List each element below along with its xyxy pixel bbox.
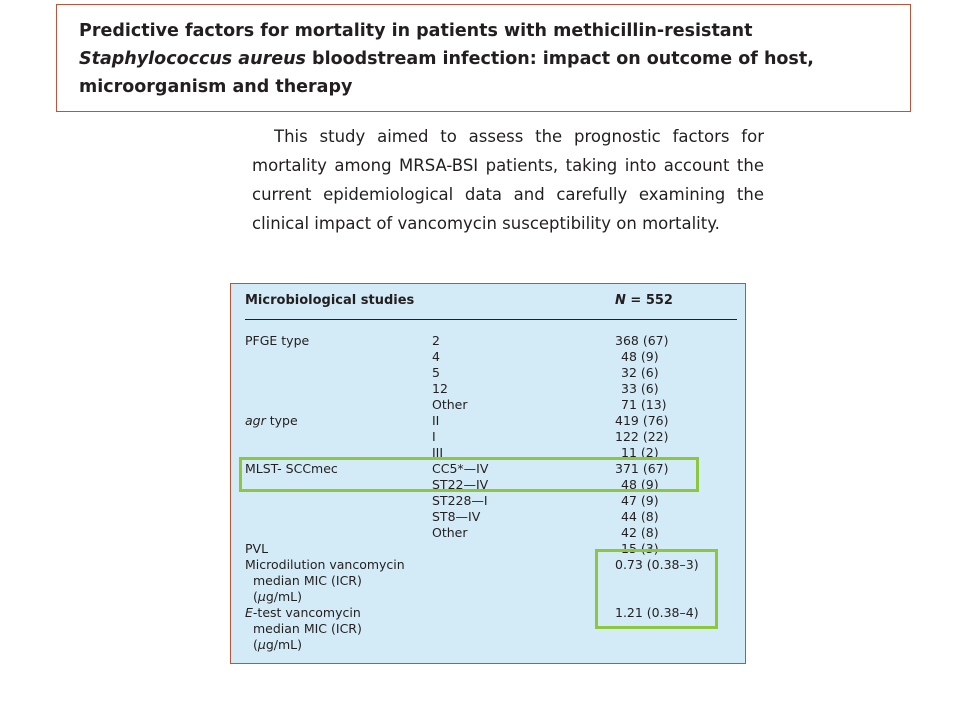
agr-cat: I <box>432 429 436 444</box>
etest-label-rest: -test vancomycin <box>252 605 361 620</box>
header-rule <box>245 319 737 320</box>
microdilution-unit: (μg/mL) <box>253 589 303 604</box>
title-line-2: Staphylococcus aureus bloodstream infect… <box>79 45 910 73</box>
pvl-label: PVL <box>245 541 269 556</box>
etest-unit-rest: g/mL) <box>265 637 303 652</box>
highlight-mic-box <box>595 549 718 629</box>
etest-label-italic: E <box>245 605 253 620</box>
agr-val: 419 (76) <box>615 413 669 428</box>
mlst-cat: ST22—IV <box>432 477 489 492</box>
pfge-val: 32 (6) <box>621 365 659 380</box>
etest-unit: (μg/mL) <box>253 637 303 652</box>
table-header-n-value: = 552 <box>630 293 673 308</box>
pvl-val: 15 (3) <box>621 541 659 556</box>
mlst-cat: ST228—I <box>432 493 488 508</box>
microdilution-unit-mu: μ <box>257 589 266 604</box>
etest-label-line-2: median MIC (ICR) <box>253 621 362 636</box>
mlst-cat: Other <box>432 525 468 540</box>
intro-line-4: clinical impact of vancomycin susceptibi… <box>252 214 720 233</box>
title-italic-organism: Staphylococcus aureus <box>79 49 306 69</box>
title-box: Predictive factors for mortality in pati… <box>56 4 911 112</box>
mlst-cat: ST8—IV <box>432 509 481 524</box>
table-header-label: Microbiological studies <box>245 293 415 308</box>
table-header-n-letter: N <box>615 293 626 308</box>
etest-unit-mu: μ <box>257 637 266 652</box>
microdilution-label-line-2: median MIC (ICR) <box>253 573 362 588</box>
mlst-val: 48 (9) <box>621 477 659 492</box>
mlst-cat: CC5*—IV <box>432 461 489 476</box>
pfge-cat: 2 <box>432 333 440 348</box>
mlst-val: 44 (8) <box>621 509 659 524</box>
pfge-val: 48 (9) <box>621 349 659 364</box>
etest-val: 1.21 (0.38–4) <box>615 605 699 620</box>
intro-line-1: This study aimed to assess the prognosti… <box>274 127 764 146</box>
title-line-3: microorganism and therapy <box>79 77 353 97</box>
pfge-val: 33 (6) <box>621 381 659 396</box>
intro-line-3: current epidemiological data and careful… <box>252 185 764 204</box>
agr-val: 11 (2) <box>621 445 659 460</box>
mlst-val: 371 (67) <box>615 461 669 476</box>
microbiology-table: Microbiological studies N = 552 PFGE typ… <box>230 283 746 664</box>
microdilution-unit-rest: g/mL) <box>265 589 303 604</box>
pfge-label: PFGE type <box>245 333 310 348</box>
title-line-1: Predictive factors for mortality in pati… <box>79 21 753 41</box>
mlst-label: MLST- SCCmec <box>245 461 338 476</box>
agr-cat: III <box>432 445 444 460</box>
agr-cat: II <box>432 413 440 428</box>
title-line-2-rest: bloodstream infection: impact on outcome… <box>312 49 814 69</box>
microdilution-val: 0.73 (0.38–3) <box>615 557 699 572</box>
pfge-cat: 12 <box>432 381 448 396</box>
pfge-cat: 4 <box>432 349 440 364</box>
etest-label-line-1: E-test vancomycin <box>245 605 361 621</box>
mlst-val: 47 (9) <box>621 493 659 508</box>
agr-label-rest: type <box>265 413 298 428</box>
table-header-n: N = 552 <box>615 293 673 309</box>
mlst-val: 42 (8) <box>621 525 659 540</box>
agr-val: 122 (22) <box>615 429 669 444</box>
highlight-mlst-box <box>239 457 699 492</box>
microdilution-label-line-1: Microdilution vancomycin <box>245 557 405 572</box>
intro-line-2: mortality among MRSA-BSI patients, takin… <box>252 156 764 175</box>
agr-label: agr type <box>245 413 298 429</box>
pfge-val: 71 (13) <box>621 397 667 412</box>
agr-label-italic: agr <box>245 413 266 428</box>
pfge-cat: 5 <box>432 365 440 380</box>
pfge-val: 368 (67) <box>615 333 669 348</box>
pfge-cat: Other <box>432 397 468 412</box>
intro-paragraph: This study aimed to assess the prognosti… <box>252 122 764 238</box>
